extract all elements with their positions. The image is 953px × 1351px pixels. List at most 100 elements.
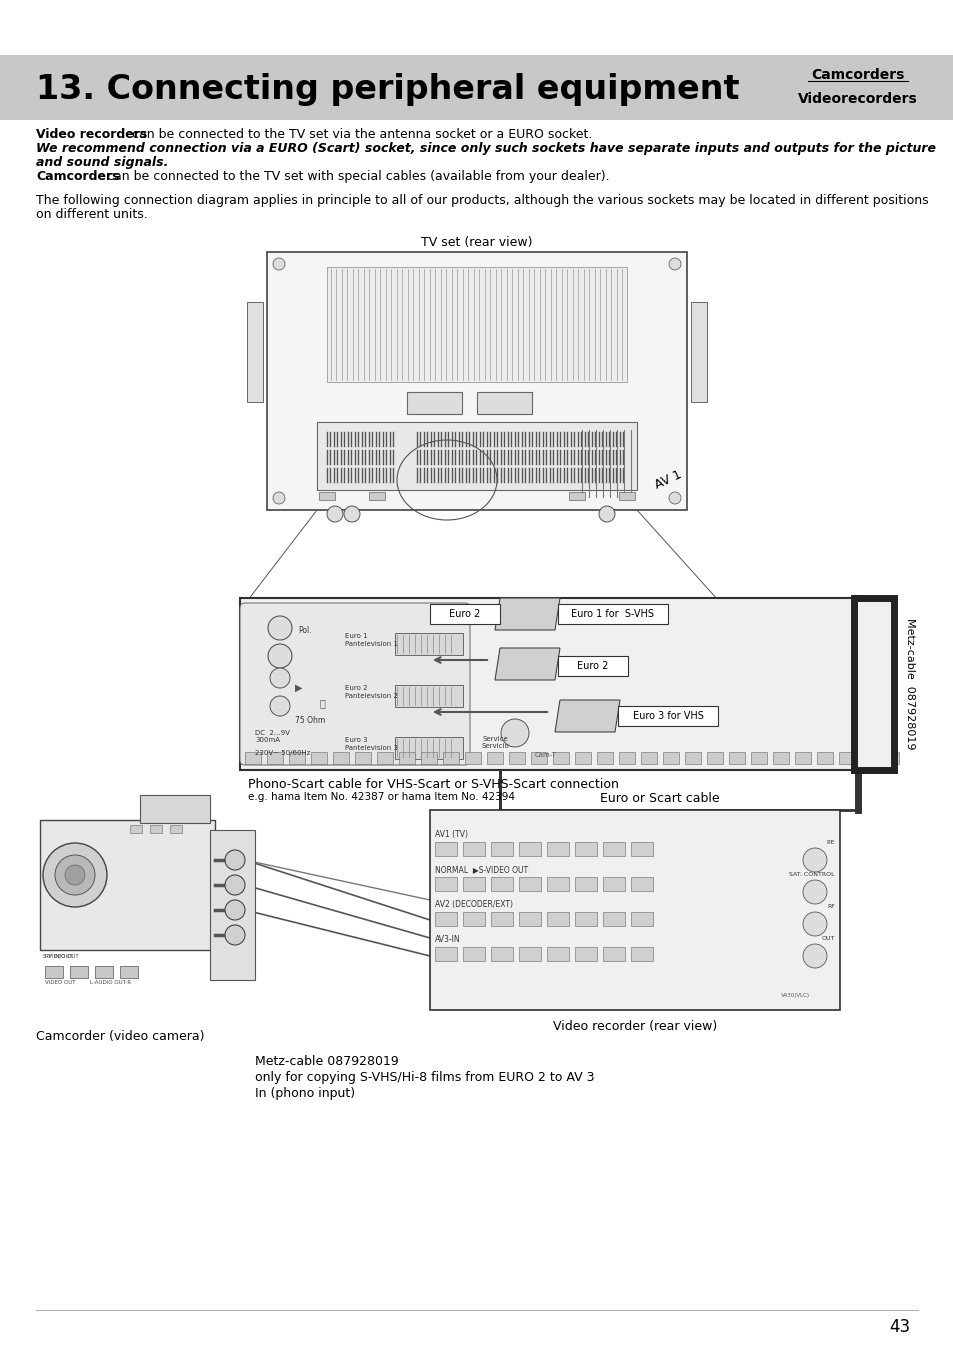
Bar	[630, 912, 652, 925]
Bar	[95, 966, 112, 978]
Bar	[435, 912, 456, 925]
Bar	[140, 794, 210, 823]
Bar	[602, 877, 624, 892]
Bar	[728, 753, 744, 765]
Circle shape	[270, 696, 290, 716]
Text: OUT: OUT	[821, 936, 834, 942]
Bar	[464, 753, 480, 765]
Bar	[120, 966, 138, 978]
Bar	[318, 492, 335, 500]
Bar	[575, 877, 597, 892]
Circle shape	[802, 848, 826, 871]
Bar	[491, 842, 513, 857]
Circle shape	[802, 912, 826, 936]
Bar	[546, 877, 568, 892]
Text: Pol.: Pol.	[297, 626, 312, 635]
Text: L-AUDIO OUT-R: L-AUDIO OUT-R	[90, 979, 131, 985]
Bar	[772, 753, 788, 765]
Bar	[369, 492, 385, 500]
Bar	[816, 753, 832, 765]
Bar	[531, 753, 546, 765]
Circle shape	[500, 719, 529, 747]
Text: Metz-cable  087928019: Metz-cable 087928019	[904, 619, 914, 750]
Text: In (phono input): In (phono input)	[254, 1088, 355, 1100]
Text: can be connected to the TV set via the antenna socket or a EURO socket.: can be connected to the TV set via the a…	[128, 128, 592, 141]
Bar	[45, 966, 63, 978]
Bar	[518, 842, 540, 857]
Bar	[882, 753, 898, 765]
Bar	[690, 303, 706, 403]
Bar	[509, 753, 524, 765]
Bar	[618, 753, 635, 765]
Circle shape	[344, 507, 359, 521]
Bar	[491, 947, 513, 961]
Bar	[597, 753, 613, 765]
Text: Cam-T: Cam-T	[535, 753, 557, 758]
Text: We recommend connection via a EURO (Scart) socket, since only such sockets have : We recommend connection via a EURO (Scar…	[36, 142, 935, 155]
Bar	[435, 842, 456, 857]
Bar	[376, 753, 393, 765]
Text: Euro 2: Euro 2	[577, 661, 608, 671]
Bar	[861, 753, 876, 765]
Text: AV2 (DECODER/EXT): AV2 (DECODER/EXT)	[435, 900, 513, 909]
Bar	[476, 392, 532, 413]
Text: only for copying S-VHS/Hi-8 films from EURO 2 to AV 3: only for copying S-VHS/Hi-8 films from E…	[254, 1071, 594, 1084]
Bar	[706, 753, 722, 765]
Text: Camcorder (video camera): Camcorder (video camera)	[36, 1029, 204, 1043]
Text: AV 1: AV 1	[652, 469, 682, 492]
Text: P.E: P.E	[825, 840, 834, 844]
Bar	[170, 825, 182, 834]
Circle shape	[273, 258, 285, 270]
Bar	[316, 422, 637, 490]
Bar	[518, 947, 540, 961]
Text: can be connected to the TV set with special cables (available from your dealer).: can be connected to the TV set with spec…	[103, 170, 609, 182]
Circle shape	[802, 880, 826, 904]
Circle shape	[802, 944, 826, 969]
Circle shape	[268, 616, 292, 640]
Text: 43: 43	[888, 1319, 909, 1336]
Text: Videorecorders: Videorecorders	[798, 92, 917, 105]
Bar	[395, 634, 462, 655]
Bar	[558, 657, 627, 676]
Bar	[491, 912, 513, 925]
Text: SAT. CONTROL: SAT. CONTROL	[788, 871, 834, 877]
Bar	[210, 830, 254, 979]
Bar	[240, 598, 889, 770]
Bar	[442, 753, 458, 765]
Text: Euro 1 for  S-VHS: Euro 1 for S-VHS	[571, 609, 654, 619]
Text: NORMAL  ▶S-VIDEO OUT: NORMAL ▶S-VIDEO OUT	[435, 865, 528, 874]
Bar	[311, 753, 327, 765]
Text: Euro 3
Pantelevision 3: Euro 3 Pantelevision 3	[345, 738, 397, 751]
Bar	[486, 753, 502, 765]
Text: Camcorders: Camcorders	[36, 170, 119, 182]
Text: TV set (rear view): TV set (rear view)	[421, 236, 532, 249]
Bar	[327, 267, 626, 382]
Text: RF: RF	[826, 904, 834, 909]
Bar	[838, 753, 854, 765]
Bar	[546, 842, 568, 857]
Text: AV3-IN: AV3-IN	[435, 935, 460, 944]
Circle shape	[327, 507, 343, 521]
Circle shape	[43, 843, 107, 907]
Text: 230V~ 50/60Hz: 230V~ 50/60Hz	[254, 750, 310, 757]
Bar	[602, 842, 624, 857]
Polygon shape	[495, 648, 559, 680]
Text: RF IN/OUT: RF IN/OUT	[45, 954, 72, 959]
Text: The following connection diagram applies in principle to all of our products, al: The following connection diagram applies…	[36, 195, 927, 207]
Bar	[70, 966, 88, 978]
Polygon shape	[555, 700, 619, 732]
Bar	[333, 753, 349, 765]
Bar	[462, 877, 484, 892]
Bar	[662, 753, 679, 765]
Bar	[546, 912, 568, 925]
Text: Video recorder (rear view): Video recorder (rear view)	[553, 1020, 717, 1034]
Bar	[618, 492, 635, 500]
Circle shape	[668, 258, 680, 270]
Text: ▶: ▶	[294, 684, 302, 693]
Circle shape	[65, 865, 85, 885]
Bar	[630, 947, 652, 961]
FancyBboxPatch shape	[240, 603, 470, 765]
Bar	[518, 877, 540, 892]
Bar	[750, 753, 766, 765]
Bar	[267, 253, 686, 509]
